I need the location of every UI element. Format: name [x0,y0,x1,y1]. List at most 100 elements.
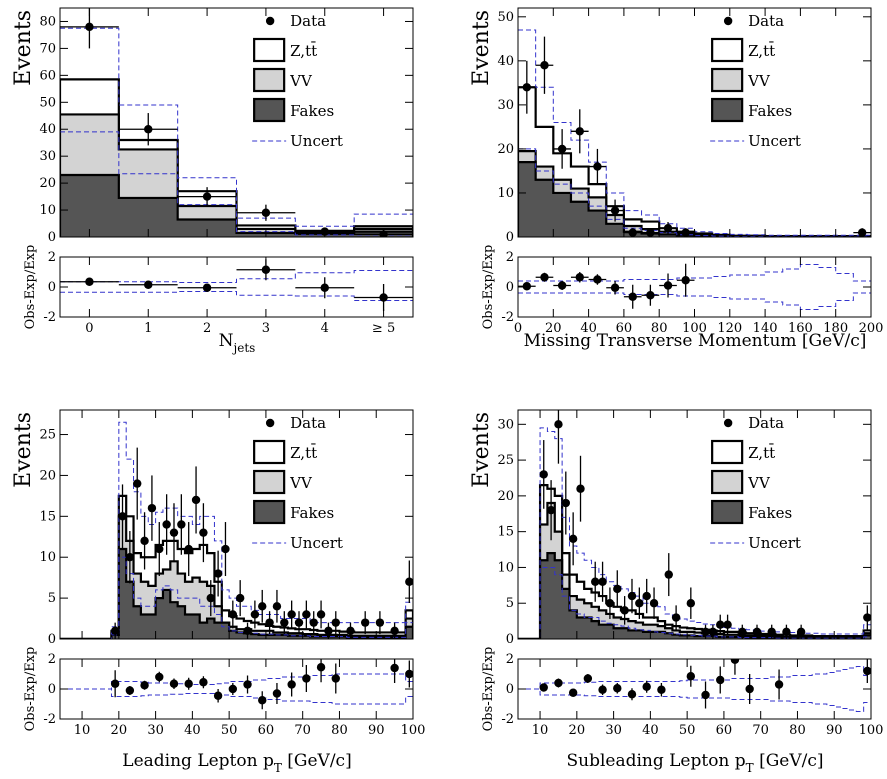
y-tick-label: 5 [506,596,514,611]
data-point [147,475,157,541]
data-point [782,624,791,639]
ratio-y-tick-label: 0 [506,280,514,295]
x-tick-label: 60 [258,723,275,738]
ratio-point [570,272,589,283]
y-tick-label: 10 [39,550,56,565]
ratio-point [539,683,548,692]
y-tick-label: 30 [497,98,514,113]
data-point [280,611,289,635]
uncert-low-line [60,131,413,236]
data-point [627,578,637,614]
data-point [177,187,237,207]
data-point [591,561,600,602]
legend-marker [711,37,744,63]
ratio-point [701,681,710,709]
legend-label: Fakes [748,102,792,120]
data-point [213,550,223,597]
ratio-y-tick-label: -2 [43,310,56,325]
legend-label: VV [289,474,313,492]
x-tick-label: 70 [294,723,311,738]
data-point [169,503,179,563]
ratio-band-low [60,688,413,705]
legend-entry-uncert: Uncert [710,534,801,552]
ratio-y-tick-label: 2 [48,250,56,265]
ratio-point [863,659,871,683]
ratio-point [295,277,355,299]
x-tick-label: 90 [826,723,843,738]
x-tick-label: 40 [642,723,659,738]
uncert-high-line [60,27,413,227]
legend-marker [253,37,286,63]
y-tick-label: 25 [497,453,514,468]
ratio-y-tick-label: -2 [501,712,514,727]
data-point [671,605,681,630]
ratio-point [716,666,725,694]
x-tick-label: 30 [147,723,164,738]
x-tick-label: 50 [221,723,238,738]
legend-label: Fakes [290,504,334,522]
legend-label: Z,tt̄ [290,42,317,60]
legend-entry-fakes: Fakes [253,97,334,123]
ratio-point [568,688,578,697]
hist-zttbar [60,494,413,639]
legend-label: Fakes [290,102,334,120]
legend-entry-zttbar: Z,tt̄ [711,37,775,63]
data-point [228,600,238,629]
legend-label: Data [748,414,784,432]
data-point [561,471,571,535]
legend-label: Data [748,12,784,30]
legend-marker [253,439,286,465]
data-point [620,596,629,625]
data-point [221,522,230,577]
y-axis-label: Events [469,10,494,86]
legend-label: Uncert [748,534,801,552]
legend-label: Data [290,12,326,30]
legend-entry-vv: VV [711,67,771,93]
data-point [236,204,296,221]
ratio-y-axis-label: Obs-Exp/Exp [481,647,496,732]
legend: Data Z,tt̄ VV Fakes Uncert [710,414,801,552]
ratio-y-axis-label: Obs-Exp/Exp [23,245,38,330]
ratio-band-high [518,264,871,282]
legend-label: VV [747,72,771,90]
ratio-y-tick-label: 2 [506,652,514,667]
ratio-point [140,680,149,690]
data-point [554,410,563,464]
x-tick-label: 60 [716,723,733,738]
y-axis-label: Events [11,412,36,488]
ratio-y-tick-label: 2 [48,652,56,667]
ratio-point [583,674,593,683]
y-tick-label: 70 [39,41,56,56]
legend-marker [711,469,744,495]
legend-entry-data: Data [265,414,326,432]
legend-entry-zttbar: Z,tt̄ [253,439,317,465]
x-tick-label: 120 [717,321,742,336]
x-axis-label: Njets [219,331,256,355]
x-tick-label: 140 [753,321,778,336]
data-point [738,624,747,639]
ratio-point [184,677,193,690]
ratio-point [613,683,622,694]
data-point [191,466,201,534]
data-point [635,587,644,619]
data-point [716,614,725,635]
ratio-point [535,272,554,282]
ratio-point [258,691,267,710]
x-tick-label: 30 [605,723,622,738]
data-point [598,561,607,602]
legend-entry-vv: VV [711,469,771,495]
ratio-band-high [60,270,413,283]
y-tick-label: 20 [39,468,56,483]
legend-entry-uncert: Uncert [710,132,801,150]
data-point [570,109,589,154]
legend-entry-fakes: Fakes [253,499,334,525]
data-point [853,228,871,237]
data-point [346,622,355,639]
data-point [659,222,677,235]
data-point [405,560,413,604]
data-point [546,480,556,541]
ratio-point [623,284,642,309]
legend-entry-data: Data [723,414,784,432]
legend-entry-vv: VV [253,469,313,495]
data-point [568,512,578,566]
